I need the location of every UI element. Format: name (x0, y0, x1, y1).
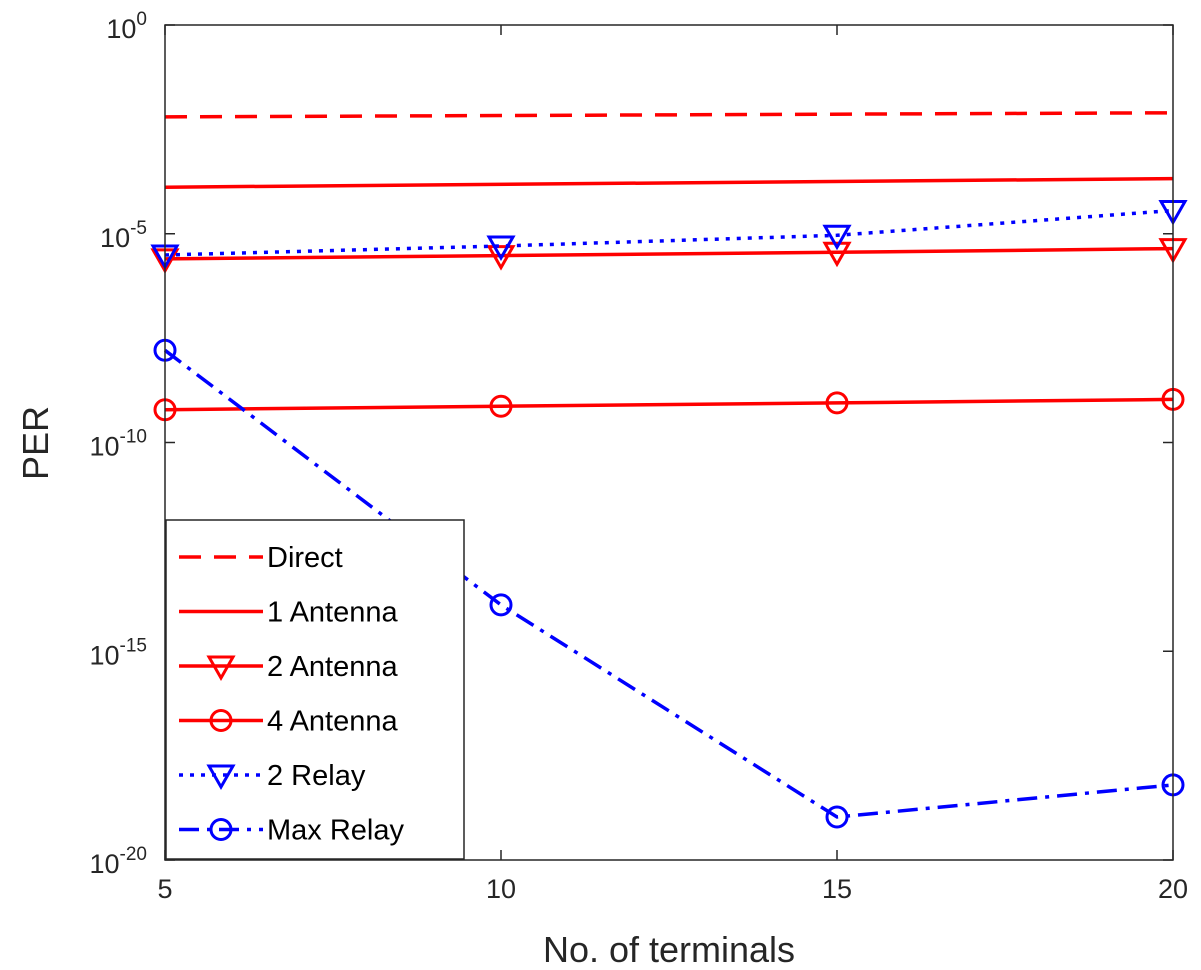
legend-item-2-antenna: 2 Antenna (179, 651, 398, 683)
series-direct (164, 111, 1174, 119)
series-line-direct (164, 111, 1174, 119)
legend-item-direct: Direct (179, 542, 343, 574)
x-tick-label: 15 (822, 874, 852, 904)
legend-item-4-antenna: 4 Antenna (179, 706, 398, 738)
legend-label-2-relay: 2 Relay (267, 760, 366, 792)
legend-label-direct: Direct (267, 542, 343, 574)
data-point-max-relay (825, 805, 849, 829)
data-point-4-antenna (825, 391, 849, 415)
series-4-antenna (153, 387, 1185, 422)
y-tick-label: 10-20 (89, 844, 147, 879)
legend-item-max-relay: Max Relay (179, 815, 404, 847)
series-line-1-antenna (164, 176, 1174, 189)
legend-label-max-relay: Max Relay (267, 815, 404, 847)
y-tick-label: 10-15 (89, 635, 147, 670)
data-point-2-antenna (486, 245, 516, 271)
data-point-2-antenna (822, 241, 852, 268)
y-axis-label: PER (15, 406, 56, 480)
series-1-antenna (164, 176, 1174, 189)
legend-item-1-antenna: 1 Antenna (179, 597, 398, 629)
y-tick-label: 10-5 (100, 218, 147, 253)
y-tick-label: 100 (106, 9, 147, 44)
axes-layer: 5 10 15 20 10-20 10-15 10-10 10-5 100 (89, 9, 1188, 904)
legend-marker-2-relay (206, 764, 236, 791)
legend-marker-max-relay (209, 818, 233, 841)
legend-marker-2-antenna (206, 655, 236, 682)
x-tick-label: 5 (157, 874, 172, 904)
data-point-max-relay (489, 593, 513, 617)
data-point-2-relay (486, 235, 516, 261)
legend-marker-4-antenna (209, 709, 233, 732)
series-line-2-antenna (164, 246, 1174, 261)
legend-label-4-antenna: 4 Antenna (267, 706, 398, 738)
legend-item-2-relay: 2 Relay (179, 760, 366, 792)
x-tick-label: 10 (486, 874, 516, 904)
series-line-2-relay (164, 208, 1174, 257)
legend-label-1-antenna: 1 Antenna (267, 597, 398, 629)
series-layer (150, 111, 1188, 829)
y-tick-label: 10-10 (89, 427, 147, 462)
x-tick-label: 20 (1158, 874, 1188, 904)
series-line-4-antenna (164, 397, 1174, 412)
data-point-2-relay (822, 224, 852, 251)
series-line-max-relay (163, 348, 1174, 819)
legend-box (165, 519, 465, 860)
x-axis-label: No. of terminals (543, 929, 795, 970)
legend: Direct 1 Antenna 2 Antenna 4 Antenna 2 Relay… (165, 519, 465, 860)
legend-label-2-antenna: 2 Antenna (267, 651, 398, 683)
data-point-4-antenna (489, 394, 513, 418)
